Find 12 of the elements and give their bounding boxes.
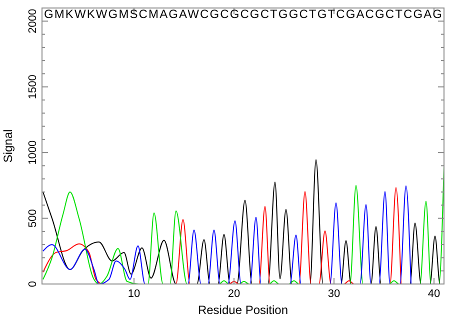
x-tick-label: 40 (428, 288, 440, 300)
x-tick-label: 30 (328, 288, 340, 300)
annotation: GMKWKWGMSCMAGAWCGCGCGCTGGCTGTCGACGCTCGAG (44, 7, 442, 21)
y-tick-label: 2000 (27, 8, 39, 34)
y-axis-title: Signal (1, 129, 15, 163)
x-tick-label: 20 (228, 288, 240, 300)
y-tick-label: 1500 (27, 74, 39, 100)
y-tick-label: 0 (27, 280, 39, 288)
y-tick-label: 1000 (27, 140, 39, 165)
y-tick-label: 500 (27, 209, 39, 228)
x-axis-title: Residue Position (198, 303, 288, 317)
x-tick-label: 10 (128, 288, 140, 300)
